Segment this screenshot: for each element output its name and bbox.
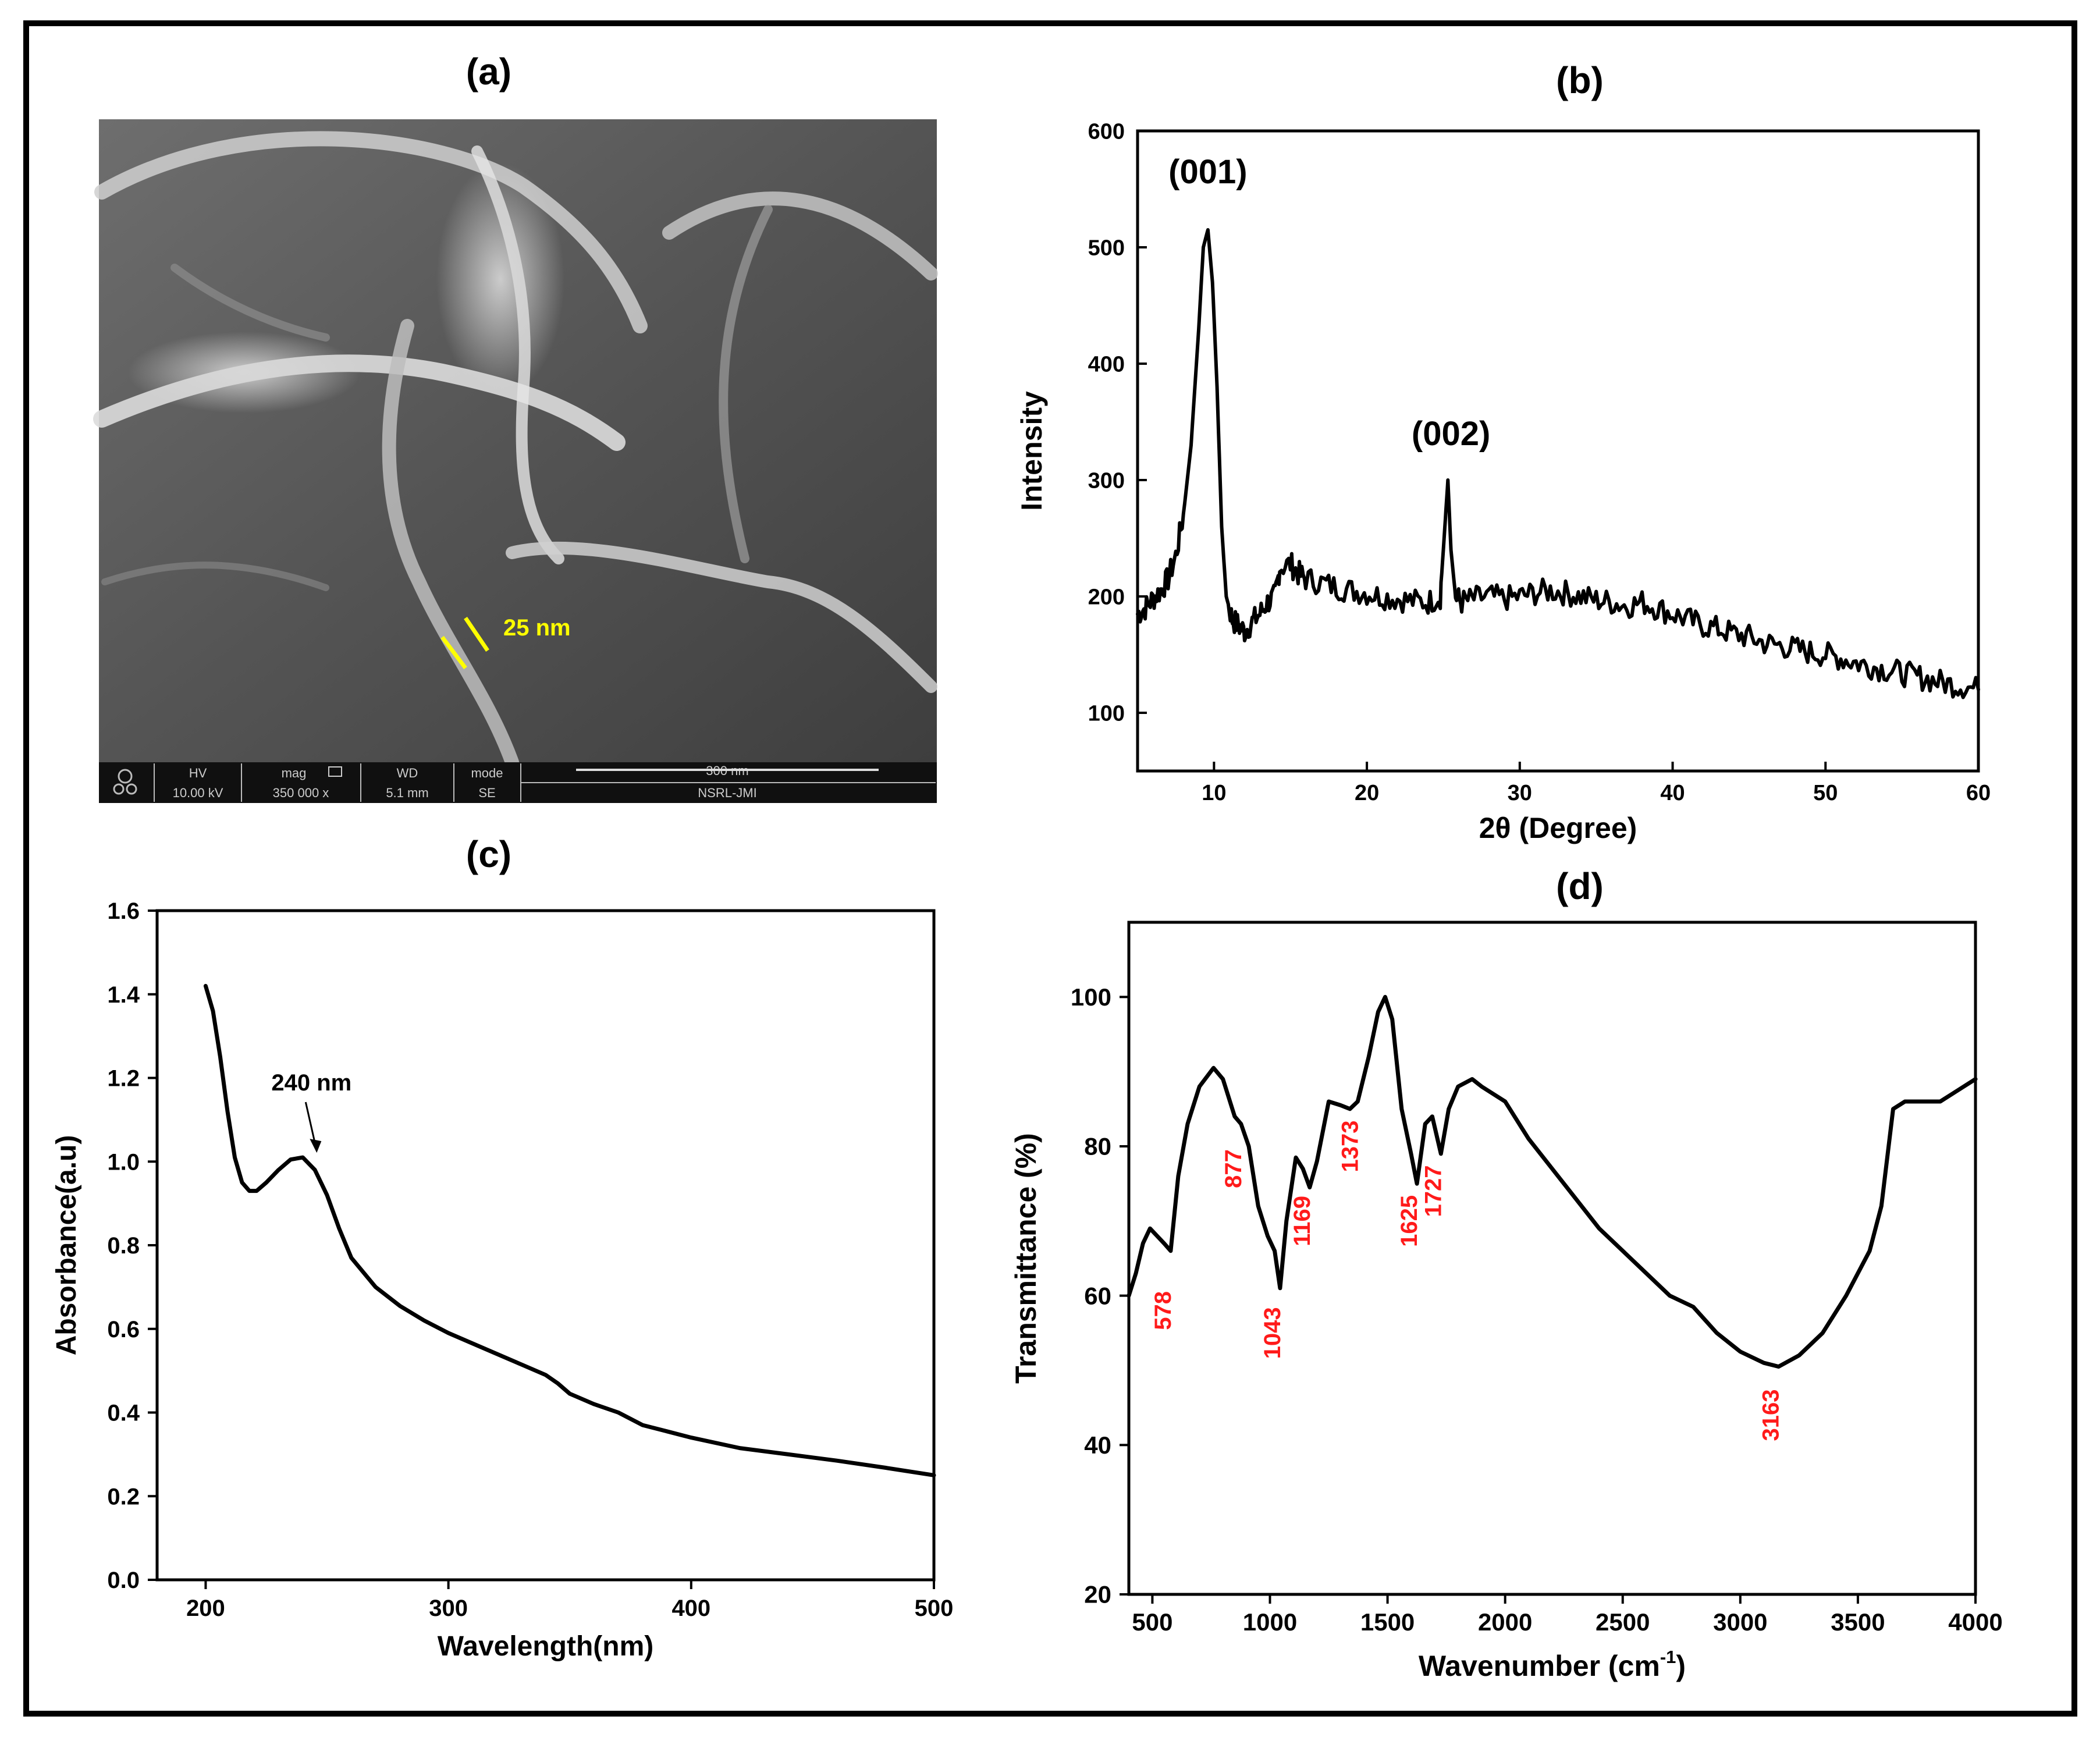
y-tick-label-d-4: 100 [1071,983,1111,1011]
x-tick-label-b-4: 50 [1813,781,1838,805]
x-tick-label-d-0: 500 [1132,1608,1172,1636]
sem-image-panel: 25 nm HV mag WD mode 300 nm 10.00 kV 350… [93,119,938,803]
outer-frame [23,20,2077,1717]
panel-label-a: (a) [466,51,511,93]
x-tick-label-d-3: 2000 [1478,1608,1532,1636]
annotation-d-5: 1625 [1397,1195,1422,1247]
y-tick-label-c-2: 0.4 [107,1401,140,1426]
sem-mag-label: mag [282,766,307,780]
x-tick-label-d-4: 2500 [1596,1608,1650,1636]
annotation-d-4: 1373 [1337,1121,1363,1172]
annotation-arrow-c [304,1102,317,1146]
y-tick-label-b-2: 300 [1088,468,1125,493]
y-tick-label-c-3: 0.6 [107,1317,140,1342]
sem-marker-line-1 [464,617,489,652]
x-tick-label-b-5: 60 [1966,781,1991,805]
y-tick-label-c-4: 0.8 [107,1233,140,1259]
y-tick-label-b-5: 600 [1088,119,1125,144]
series-line-c-0 [203,983,936,1477]
plot-frame-b [1136,129,1980,773]
y-tick-label-d-1: 40 [1084,1431,1111,1459]
sem-wd-label: WD [397,766,418,780]
sem-info-bar-dividers [154,763,936,802]
x-tick-label-c-2: 400 [671,1596,710,1621]
sem-mode-label: mode [471,766,503,780]
uv-vis-chart: 200 300 400 500 0.0 0.2 0.4 0.6 0.8 1.0 1.2 1.4 1.6 W… [51,898,953,1662]
annotation-d-2: 1043 [1260,1307,1285,1359]
x-tick-label-b-0: 10 [1202,781,1226,805]
sem-mode-value: SE [478,786,495,800]
y-tick-label-c-1: 0.2 [107,1484,140,1509]
sem-mag-value: 350 000 x [273,786,329,800]
sem-mag-box-icon [328,766,342,777]
x-tick-label-b-2: 30 [1508,781,1532,805]
y-axis-label-d: Transmittance (%) [1010,1133,1042,1384]
x-axis-label-b: 2θ (Degree) [1479,812,1637,844]
annotation-c-0: 240 nm [271,1070,351,1096]
x-tick-label-d-5: 3000 [1713,1608,1767,1636]
y-tick-label-b-4: 500 [1088,236,1125,260]
plot-frame-c [155,909,936,1582]
x-axis-label-sup-d: -1 [1660,1647,1676,1667]
y-tick-label-c-8: 1.6 [107,898,140,924]
x-axis-label-d: Wavenumber (cm-1) [1419,1647,1686,1682]
annotation-arrowhead-c [310,1139,322,1153]
x-tick-label-b-1: 20 [1355,781,1379,805]
x-tick-label-c-3: 500 [915,1596,954,1621]
y-tick-label-c-6: 1.2 [107,1066,140,1092]
y-tick-label-c-7: 1.4 [107,982,140,1008]
annotation-d-0: 578 [1150,1291,1176,1330]
y-tick-label-c-5: 1.0 [107,1149,140,1175]
sem-bright-fold [436,163,564,396]
y-tick-label-d-0: 20 [1084,1581,1111,1608]
sem-hv-label: HV [189,766,207,780]
sem-wd-value: 5.1 mm [386,786,428,800]
x-axis-label-c: Wavelength(nm) [438,1631,654,1662]
x-tick-label-c-1: 300 [429,1596,468,1621]
y-axis-label-c: Absorbance(a.u) [51,1135,82,1356]
x-tick-label-d-6: 3500 [1831,1608,1885,1636]
annotation-d-6: 1727 [1420,1166,1446,1217]
x-axis-label-end-d: ) [1676,1650,1686,1682]
panel-label-c: (c) [466,833,511,875]
y-tick-label-b-3: 400 [1088,352,1125,376]
annotation-d-3: 1169 [1289,1196,1315,1246]
plot-frame-d [1127,921,1977,1596]
y-tick-label-b-1: 200 [1088,585,1125,609]
annotation-d-7: 3163 [1758,1390,1784,1441]
sem-scale-annotation: 25 nm [503,615,571,641]
sem-bright-fold-2 [128,332,361,413]
sem-hv-value: 10.00 kV [173,786,223,800]
panel-label-b: (b) [1556,59,1604,101]
x-tick-label-d-1: 1000 [1243,1608,1297,1636]
panel-label-d: (d) [1556,865,1604,907]
x-tick-label-b-3: 40 [1660,781,1685,805]
sem-logo-icon [113,769,137,795]
sem-marker-line-2 [440,635,467,670]
y-tick-label-d-3: 80 [1084,1133,1111,1160]
x-tick-label-d-7: 4000 [1948,1608,2002,1636]
series-line-b-0 [1136,228,1980,699]
y-tick-label-b-0: 100 [1088,701,1125,726]
y-tick-label-d-2: 60 [1084,1282,1111,1309]
annotation-b-1: (002) [1412,415,1490,453]
xrd-chart: 10 20 30 40 50 60 100 200 300 400 500 600 2θ (Degree… [1015,119,1991,844]
x-tick-label-d-2: 1500 [1360,1608,1415,1636]
y-tick-label-c-0: 0.0 [107,1568,140,1593]
y-axis-label-b: Intensity [1015,391,1048,511]
annotation-b-0: (001) [1168,153,1247,191]
ftir-chart: 500 1000 1500 2000 2500 3000 3500 4000 20 40 60 80 1… [1010,921,2003,1682]
annotation-d-1: 877 [1221,1149,1246,1188]
x-tick-label-c-0: 200 [186,1596,225,1621]
series-line-d-0 [1127,994,1978,1369]
sem-lab-value: NSRL-JMI [698,786,756,800]
